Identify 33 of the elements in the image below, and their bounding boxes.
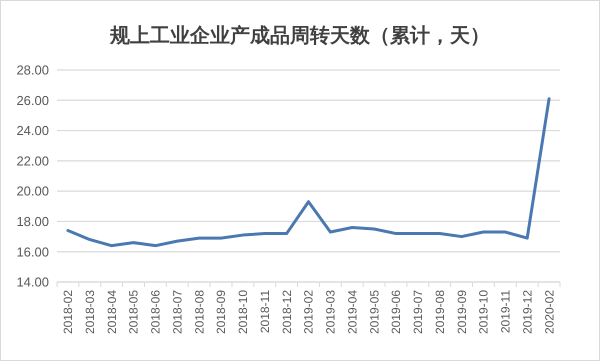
x-tick-label: 2019-10 bbox=[476, 290, 491, 334]
x-tick-label: 2019-02 bbox=[302, 290, 316, 334]
line-series bbox=[66, 97, 551, 248]
x-tick-label: 2018-02 bbox=[61, 290, 76, 334]
y-tick-label: 28.00 bbox=[16, 62, 49, 78]
x-tick-label: 2019-09 bbox=[454, 290, 469, 334]
x-tick-label: 2018-10 bbox=[236, 290, 250, 334]
x-tick-label: 2020-02 bbox=[542, 290, 556, 334]
x-tick-label: 2019-04 bbox=[345, 290, 360, 334]
x-tick-label: 2018-09 bbox=[214, 290, 228, 334]
x-tick-label: 2019-07 bbox=[411, 290, 426, 334]
y-tick-label: 22.00 bbox=[16, 153, 49, 168]
y-tick-label: 26.00 bbox=[16, 92, 49, 108]
x-tick-label: 2018-03 bbox=[83, 290, 98, 334]
x-tick-label: 2018-11 bbox=[258, 290, 272, 334]
x-tick-label: 2018-05 bbox=[126, 290, 141, 334]
chart-title: 规上工业企业产成品周转天数（累计，天） bbox=[109, 23, 490, 47]
x-tick-label: 2019-12 bbox=[520, 290, 534, 334]
x-tick-label: 2018-06 bbox=[148, 290, 163, 334]
y-tick-label: 16.00 bbox=[16, 244, 49, 260]
x-tick-label: 2019-03 bbox=[324, 290, 338, 334]
x-tick-label: 2018-04 bbox=[104, 290, 119, 334]
x-tick-label: 2018-08 bbox=[192, 290, 206, 334]
y-tick-label: 20.00 bbox=[16, 184, 49, 199]
y-tick-label: 14.00 bbox=[16, 274, 49, 290]
y-tick-label: 18.00 bbox=[16, 214, 49, 229]
x-tick-label: 2019-11 bbox=[498, 290, 513, 334]
x-tick-label: 2019-05 bbox=[367, 290, 382, 334]
x-tick-label: 2018-07 bbox=[170, 290, 184, 334]
y-tick-label: 24.00 bbox=[16, 123, 49, 138]
x-tick-label: 2018-12 bbox=[280, 290, 294, 334]
x-tick-label: 2019-08 bbox=[432, 290, 447, 334]
x-tick-label: 2019-06 bbox=[389, 290, 404, 334]
